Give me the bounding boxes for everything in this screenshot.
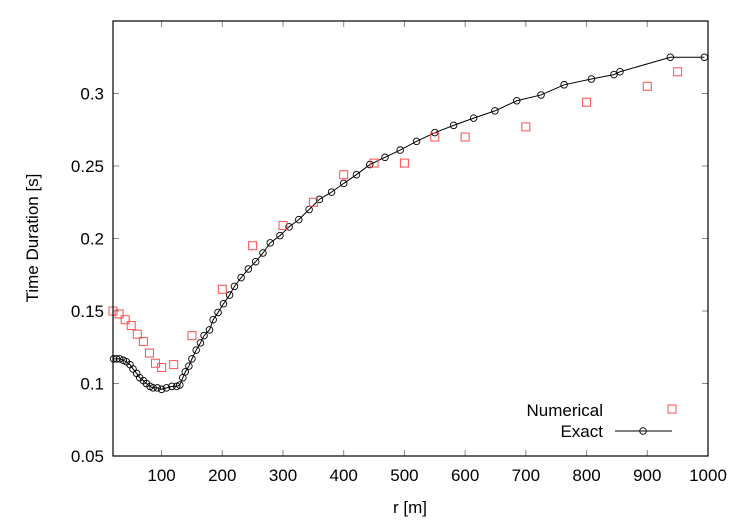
exact-point [396, 146, 404, 154]
numerical-point [144, 348, 154, 358]
exact-point [587, 75, 596, 83]
numerical-point [369, 158, 379, 168]
exact-point [666, 53, 675, 62]
numerical-point [430, 132, 440, 142]
x-tick-label: 300 [269, 466, 297, 485]
exact-point [610, 70, 618, 79]
y-tick-label: 0.1 [80, 375, 104, 394]
exact-point [225, 291, 234, 299]
numerical-point [308, 197, 318, 207]
exact-point [157, 385, 166, 394]
exact-point [513, 96, 521, 105]
exact-line [113, 56, 705, 390]
exact-point [162, 384, 171, 392]
exact-point [381, 153, 389, 162]
legend-marker-numerical [667, 404, 677, 414]
numerical-point [120, 315, 130, 325]
x-tick-label: 1000 [689, 466, 727, 485]
exact-point [209, 315, 217, 324]
exact-point [469, 114, 478, 122]
exact-point [251, 257, 260, 266]
numerical-point [248, 241, 258, 251]
y-tick-label: 0.15 [71, 302, 104, 321]
x-tick-label: 900 [633, 466, 661, 485]
exact-point [537, 91, 545, 99]
legend-label-exact: Exact [560, 422, 603, 441]
legend-marker-exact [639, 427, 647, 435]
plot-frame [112, 20, 709, 457]
exact-point [276, 231, 284, 240]
exact-point [295, 215, 303, 224]
exact-point [129, 365, 137, 373]
exact-point [339, 179, 348, 188]
x-tick-label: 100 [147, 466, 175, 485]
x-tick-label: 600 [451, 466, 479, 485]
numerical-point [138, 336, 148, 346]
numerical-point [339, 170, 349, 180]
exact-point [168, 382, 176, 391]
exact-point [285, 223, 293, 231]
exact-point [315, 195, 324, 204]
exact-point [219, 300, 228, 308]
exact-point [185, 362, 193, 370]
y-tick-label: 0.25 [71, 157, 104, 176]
exact-point [259, 249, 267, 257]
exact-point [192, 346, 200, 354]
exact-point [412, 137, 421, 146]
y-axis-label: Time Duration [s] [23, 174, 42, 303]
exact-point [449, 121, 458, 130]
x-axis-label: r [m] [393, 498, 427, 517]
exact-point [616, 67, 624, 76]
exact-point [214, 308, 222, 317]
exact-point [149, 384, 157, 392]
y-tick-label: 0.3 [80, 85, 104, 104]
exact-point [491, 107, 499, 115]
exact-point [230, 282, 239, 291]
x-tick-label: 800 [572, 466, 600, 485]
numerical-point [399, 158, 409, 168]
numerical-point [642, 81, 652, 91]
numerical-point [521, 122, 531, 132]
exact-point [266, 239, 275, 247]
x-tick-label: 400 [330, 466, 358, 485]
y-tick-label: 0.2 [80, 230, 104, 249]
x-tick-label: 200 [208, 466, 236, 485]
exact-point [200, 331, 208, 340]
numerical-point [126, 321, 136, 330]
numerical-point [460, 132, 470, 142]
exact-point [237, 273, 245, 282]
y-tick-label: 0.05 [71, 447, 104, 466]
exact-point [115, 355, 124, 363]
x-tick-label: 700 [512, 466, 540, 485]
numerical-point [217, 284, 227, 294]
numerical-point [114, 309, 124, 319]
exact-point [153, 384, 162, 392]
exact-point [327, 188, 336, 196]
numerical-point [169, 360, 179, 370]
exact-point [205, 326, 214, 334]
exact-point [188, 355, 196, 363]
exact-point [176, 381, 184, 389]
numerical-point [278, 220, 288, 230]
numerical-point [582, 97, 592, 107]
exact-point [181, 368, 189, 376]
exact-point [244, 265, 253, 273]
numerical-point [187, 331, 197, 341]
exact-point [109, 355, 118, 363]
marks [108, 53, 709, 394]
numerical-point [157, 363, 167, 373]
numerical-point [132, 329, 142, 339]
legend: Numerical Exact [526, 401, 677, 441]
numerical-point [673, 67, 683, 77]
exact-point [196, 339, 205, 347]
exact-point [352, 170, 361, 179]
x-tick-label: 500 [390, 466, 418, 485]
legend-label-numerical: Numerical [526, 401, 603, 420]
ticks: 100 200 300 400 500 600 700 800 900 1000 0.05 0.1 0.… [71, 21, 727, 485]
exact-point [560, 81, 568, 89]
